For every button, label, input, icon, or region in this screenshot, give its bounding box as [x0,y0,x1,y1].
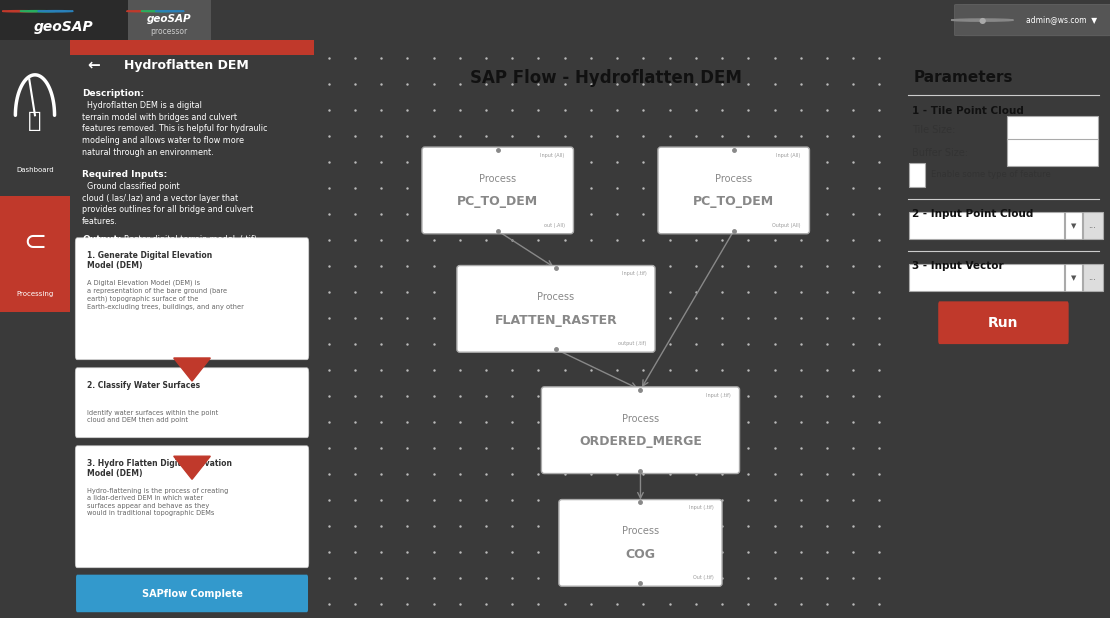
FancyBboxPatch shape [909,265,1063,291]
FancyBboxPatch shape [70,40,314,54]
FancyBboxPatch shape [1064,265,1081,291]
Text: Output (All): Output (All) [773,223,800,228]
Text: 1 - Tile Point Cloud: 1 - Tile Point Cloud [911,106,1023,116]
FancyBboxPatch shape [457,266,655,352]
Text: ▼: ▼ [1071,222,1076,229]
Text: Parameters: Parameters [914,70,1013,85]
Text: FLATTEN_RASTER: FLATTEN_RASTER [495,314,617,327]
Text: PC_TO_DEM: PC_TO_DEM [457,195,538,208]
Text: Processing: Processing [17,292,53,297]
Text: geoSAP: geoSAP [33,20,93,35]
Text: Process: Process [537,292,575,302]
Text: Output:: Output: [82,235,122,245]
FancyBboxPatch shape [1007,139,1098,166]
Text: 2. Classify Water Surfaces: 2. Classify Water Surfaces [87,381,200,390]
Text: Run: Run [988,316,1019,330]
FancyBboxPatch shape [0,196,70,311]
Text: Input (All): Input (All) [541,153,565,158]
Text: 2 - Input Point Cloud: 2 - Input Point Cloud [911,208,1033,219]
FancyBboxPatch shape [559,499,723,586]
FancyBboxPatch shape [658,147,809,234]
Text: Process: Process [715,174,753,184]
Text: ...: ... [1089,221,1097,230]
Text: 1. Generate Digital Elevation
Model (DEM): 1. Generate Digital Elevation Model (DEM… [87,251,212,271]
Text: Description:: Description: [82,89,144,98]
Text: out (.All): out (.All) [544,223,565,228]
Text: ...: ... [1089,273,1097,282]
FancyBboxPatch shape [955,4,1110,36]
Text: Required Inputs:: Required Inputs: [82,170,168,179]
Polygon shape [174,358,211,381]
Text: Out (.tif): Out (.tif) [693,575,714,580]
Text: Input (.tif): Input (.tif) [622,271,646,276]
Text: Ground classified point
cloud (.las/.laz) and a vector layer that
provides outli: Ground classified point cloud (.las/.laz… [82,182,253,226]
Text: Hydro-flattening is the process of creating
a lidar-derived DEM in which water
s: Hydro-flattening is the process of creat… [87,488,229,517]
Text: A Digital Elevation Model (DEM) is
a representation of the bare ground (bare
ear: A Digital Elevation Model (DEM) is a rep… [87,280,244,310]
FancyBboxPatch shape [75,238,309,360]
Text: output (.tif): output (.tif) [618,341,646,347]
FancyBboxPatch shape [128,0,211,40]
Text: Hydroflatten DEM is a digital
terrain model with bridges and culvert
features re: Hydroflatten DEM is a digital terrain mo… [82,101,268,157]
Text: Input (.tif): Input (.tif) [706,392,730,397]
Text: ORDERED_MERGE: ORDERED_MERGE [579,435,702,448]
Text: Process: Process [622,527,659,536]
Circle shape [38,11,73,12]
Text: Identify water surfaces within the point
cloud and DEM then add point: Identify water surfaces within the point… [87,410,219,423]
FancyBboxPatch shape [75,368,309,438]
Text: Input (All): Input (All) [777,153,800,158]
Text: COG: COG [625,548,656,561]
Text: admin@ws.com  ▼: admin@ws.com ▼ [1026,15,1097,25]
Text: 3 - Input Vector: 3 - Input Vector [911,261,1003,271]
Text: Buffer Size:: Buffer Size: [911,148,968,158]
Circle shape [155,11,184,12]
Text: SAPflow Complete: SAPflow Complete [142,589,242,599]
FancyBboxPatch shape [909,163,925,187]
FancyBboxPatch shape [909,213,1063,239]
Text: PC_TO_DEM: PC_TO_DEM [693,195,775,208]
Text: Tile Size:: Tile Size: [911,125,956,135]
Text: ⊂: ⊂ [23,229,47,256]
FancyBboxPatch shape [938,302,1069,344]
Text: 3. Hydro Flatten Digital Elevation
Model (DEM): 3. Hydro Flatten Digital Elevation Model… [87,459,232,478]
Text: Process: Process [622,413,659,424]
FancyBboxPatch shape [0,0,128,40]
Text: Process: Process [480,174,516,184]
Circle shape [20,11,56,12]
FancyBboxPatch shape [75,575,309,612]
Text: processor: processor [151,27,188,36]
Text: ▼: ▼ [1071,274,1076,281]
FancyBboxPatch shape [75,446,309,568]
Text: SAP Flow - Hydroflatten DEM: SAP Flow - Hydroflatten DEM [470,69,741,87]
FancyBboxPatch shape [1064,213,1081,239]
FancyBboxPatch shape [542,387,739,473]
FancyBboxPatch shape [1082,213,1102,239]
Text: Dashboard: Dashboard [17,167,53,173]
Text: ⌚: ⌚ [28,111,42,131]
Text: Raster digital terrain model  (.tif): Raster digital terrain model (.tif) [123,235,256,245]
Text: Input (.tif): Input (.tif) [688,506,714,510]
Circle shape [2,11,38,12]
FancyBboxPatch shape [422,147,574,234]
Text: geoSAP: geoSAP [147,14,192,24]
Polygon shape [174,456,211,480]
FancyBboxPatch shape [1082,265,1102,291]
Text: Enable some type of feature: Enable some type of feature [931,171,1051,179]
Text: ●: ● [979,15,986,25]
Circle shape [141,11,170,12]
Text: Hydroflatten DEM: Hydroflatten DEM [123,59,249,72]
Circle shape [951,19,1013,21]
Circle shape [127,11,155,12]
Text: ←: ← [87,57,100,72]
FancyBboxPatch shape [1007,116,1098,142]
